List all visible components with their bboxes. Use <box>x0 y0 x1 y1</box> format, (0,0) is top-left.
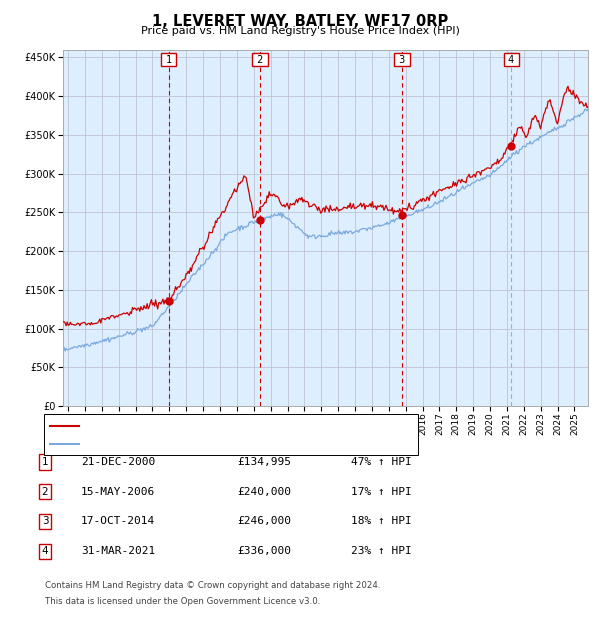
Text: HPI: Average price, detached house, Kirklees: HPI: Average price, detached house, Kirk… <box>83 439 303 450</box>
Text: 15-MAY-2006: 15-MAY-2006 <box>81 487 155 497</box>
Text: 23% ↑ HPI: 23% ↑ HPI <box>351 546 412 556</box>
Text: 1: 1 <box>163 55 175 64</box>
Text: 1: 1 <box>41 457 49 467</box>
Text: 47% ↑ HPI: 47% ↑ HPI <box>351 457 412 467</box>
Text: 21-DEC-2000: 21-DEC-2000 <box>81 457 155 467</box>
Text: 2: 2 <box>254 55 266 64</box>
Text: Contains HM Land Registry data © Crown copyright and database right 2024.: Contains HM Land Registry data © Crown c… <box>45 581 380 590</box>
Text: £240,000: £240,000 <box>237 487 291 497</box>
Text: 31-MAR-2021: 31-MAR-2021 <box>81 546 155 556</box>
Text: 1, LEVERET WAY, BATLEY, WF17 0RP: 1, LEVERET WAY, BATLEY, WF17 0RP <box>152 14 448 29</box>
Text: 18% ↑ HPI: 18% ↑ HPI <box>351 516 412 526</box>
Text: 4: 4 <box>505 55 517 64</box>
Text: 3: 3 <box>396 55 409 64</box>
Text: 1, LEVERET WAY, BATLEY, WF17 0RP (detached house): 1, LEVERET WAY, BATLEY, WF17 0RP (detach… <box>83 421 350 431</box>
Text: This data is licensed under the Open Government Licence v3.0.: This data is licensed under the Open Gov… <box>45 597 320 606</box>
Text: 2: 2 <box>41 487 49 497</box>
Text: £134,995: £134,995 <box>237 457 291 467</box>
Text: 17% ↑ HPI: 17% ↑ HPI <box>351 487 412 497</box>
Text: 3: 3 <box>41 516 49 526</box>
Text: 4: 4 <box>41 546 49 556</box>
Text: Price paid vs. HM Land Registry's House Price Index (HPI): Price paid vs. HM Land Registry's House … <box>140 26 460 36</box>
Text: 17-OCT-2014: 17-OCT-2014 <box>81 516 155 526</box>
Text: £246,000: £246,000 <box>237 516 291 526</box>
Text: £336,000: £336,000 <box>237 546 291 556</box>
